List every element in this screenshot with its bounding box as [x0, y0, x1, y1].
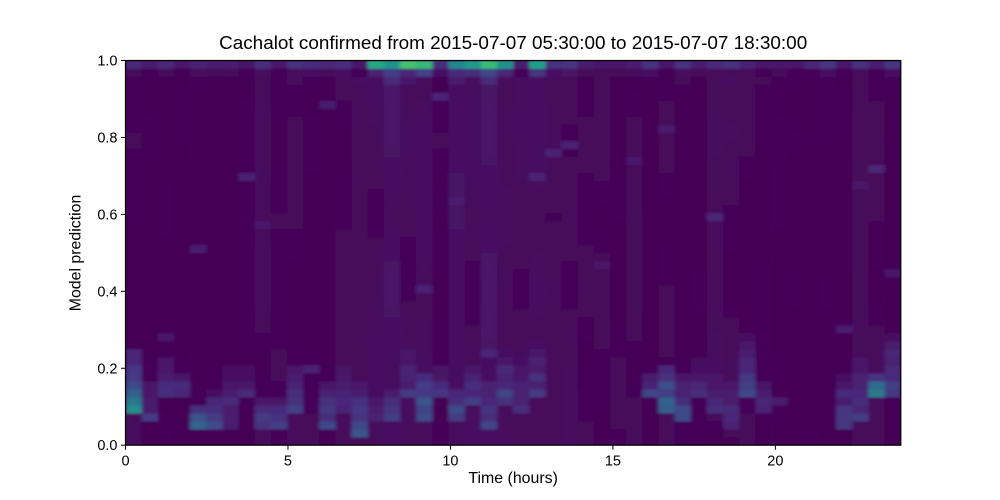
svg-text:0.2: 0.2 — [97, 361, 117, 377]
svg-text:0.6: 0.6 — [97, 207, 117, 223]
svg-text:0.8: 0.8 — [97, 130, 117, 146]
svg-text:20: 20 — [767, 454, 783, 470]
svg-text:1.0: 1.0 — [97, 54, 117, 70]
svg-text:15: 15 — [605, 454, 621, 470]
svg-text:0.0: 0.0 — [97, 438, 117, 454]
svg-text:5: 5 — [284, 454, 292, 470]
svg-text:10: 10 — [442, 454, 458, 470]
svg-text:0.4: 0.4 — [97, 284, 117, 300]
svg-text:0: 0 — [121, 454, 129, 470]
